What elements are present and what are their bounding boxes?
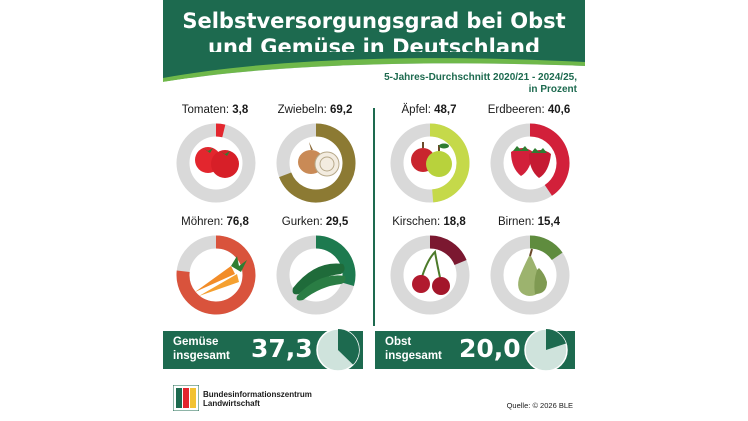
organization-name: Bundesinformationszentrum Landwirtschaft <box>203 390 312 408</box>
donut-chart <box>490 123 570 203</box>
total-fruit-pie <box>524 328 568 372</box>
item-name: Kirschen: <box>392 216 444 228</box>
total-vegetables-label: Gemüse insgesamt <box>173 335 241 363</box>
item-label: Möhren: 76,8 <box>167 216 263 228</box>
total-pie-slice <box>546 329 566 350</box>
item-value: 15,4 <box>537 216 561 228</box>
donut-item-tomaten: Tomaten: 3,8 <box>167 104 263 214</box>
donut-arc-gurken <box>315 235 356 287</box>
item-name: Birnen: <box>497 216 538 228</box>
ble-logo-icon <box>173 385 199 411</box>
donut-item-kirschen: Kirschen: 18,8 <box>381 216 477 326</box>
donut-chart <box>176 123 256 203</box>
donut-chart <box>176 235 256 315</box>
total-vegetables: Gemüse insgesamt 37,3 <box>163 328 363 372</box>
total-vegetables-value: 37,3 <box>251 334 313 363</box>
donut-item-zwiebeln: Zwiebeln: 69,2 <box>267 104 363 214</box>
infographic-card: Selbstversorgungsgrad bei Obst und Gemüs… <box>163 0 585 421</box>
item-label: Birnen: 15,4 <box>481 216 577 228</box>
item-name: Tomaten: <box>181 104 233 116</box>
tomato-icon <box>195 147 239 178</box>
item-label: Kirschen: 18,8 <box>381 216 477 228</box>
group-divider <box>373 108 375 326</box>
donut-chart <box>276 123 356 203</box>
donut-item-erdbeeren: Erdbeeren: 40,6 <box>481 104 577 214</box>
donut-arc-erdbeeren <box>529 123 570 196</box>
total-pie-slice <box>338 329 359 365</box>
item-value: 69,2 <box>330 104 353 116</box>
item-name: Erdbeeren: <box>487 104 548 116</box>
item-name: Möhren: <box>181 216 227 228</box>
item-label: Gurken: 29,5 <box>267 216 363 228</box>
total-fruit: Obst insgesamt 20,0 <box>375 328 575 372</box>
donut-chart <box>490 235 570 315</box>
item-value: 18,8 <box>443 216 466 228</box>
item-value: 48,7 <box>434 104 457 116</box>
donut-arc-birnen <box>529 235 563 261</box>
total-fruit-value: 20,0 <box>459 334 521 363</box>
item-value: 76,8 <box>226 216 249 228</box>
item-name: Zwiebeln: <box>277 104 331 116</box>
total-fruit-label: Obst insgesamt <box>385 335 453 363</box>
subtitle-line-2: in Prozent <box>528 84 577 95</box>
item-value: 3,8 <box>232 104 249 116</box>
total-vegetables-label-1: Gemüse <box>173 336 219 348</box>
header-swoosh <box>163 52 585 82</box>
item-label: Äpfel: 48,7 <box>381 104 477 116</box>
cucumber-icon <box>292 263 346 301</box>
total-vegetables-label-2: insgesamt <box>173 350 230 362</box>
source-note: Quelle: © 2026 BLE <box>506 401 573 410</box>
item-label: Zwiebeln: 69,2 <box>267 104 363 116</box>
item-value: 29,5 <box>325 216 349 228</box>
total-fruit-label-2: insgesamt <box>385 350 442 362</box>
pear-icon <box>518 248 547 296</box>
total-fruit-label-1: Obst <box>385 336 412 348</box>
donut-item-birnen: Birnen: 15,4 <box>481 216 577 326</box>
subtitle-line-1: 5-Jahres-Durchschnitt 2020/21 - 2024/25, <box>384 72 577 83</box>
title-line-1: Selbstversorgungsgrad bei Obst <box>182 9 566 33</box>
strawberry-icon <box>511 146 551 178</box>
item-name: Äpfel: <box>401 104 435 116</box>
donut-item-moehren: Möhren: 76,8 <box>167 216 263 326</box>
carrot-icon <box>195 256 247 296</box>
donut-arc-kirschen <box>429 235 467 266</box>
donut-arc-zwiebeln <box>279 123 356 203</box>
chart-subtitle: 5-Jahres-Durchschnitt 2020/21 - 2024/25,… <box>317 72 577 96</box>
item-label: Erdbeeren: 40,6 <box>481 104 577 116</box>
donut-item-gurken: Gurken: 29,5 <box>267 216 363 326</box>
item-name: Gurken: <box>281 216 326 228</box>
donut-arc-aepfel <box>429 123 470 203</box>
cherry-icon <box>412 249 450 295</box>
donut-chart <box>390 123 470 203</box>
org-line-2: Landwirtschaft <box>203 399 260 408</box>
donut-chart <box>390 235 470 315</box>
org-line-1: Bundesinformationszentrum <box>203 390 312 399</box>
apple-icon <box>411 142 452 177</box>
item-label: Tomaten: 3,8 <box>167 104 263 116</box>
donut-chart <box>276 235 356 315</box>
item-value: 40,6 <box>547 104 571 116</box>
donut-arc-tomaten <box>215 123 226 138</box>
total-vegetables-pie <box>316 328 360 372</box>
donut-arc-moehren <box>176 235 256 315</box>
onion-icon <box>298 142 340 177</box>
donut-item-aepfel: Äpfel: 48,7 <box>381 104 477 214</box>
